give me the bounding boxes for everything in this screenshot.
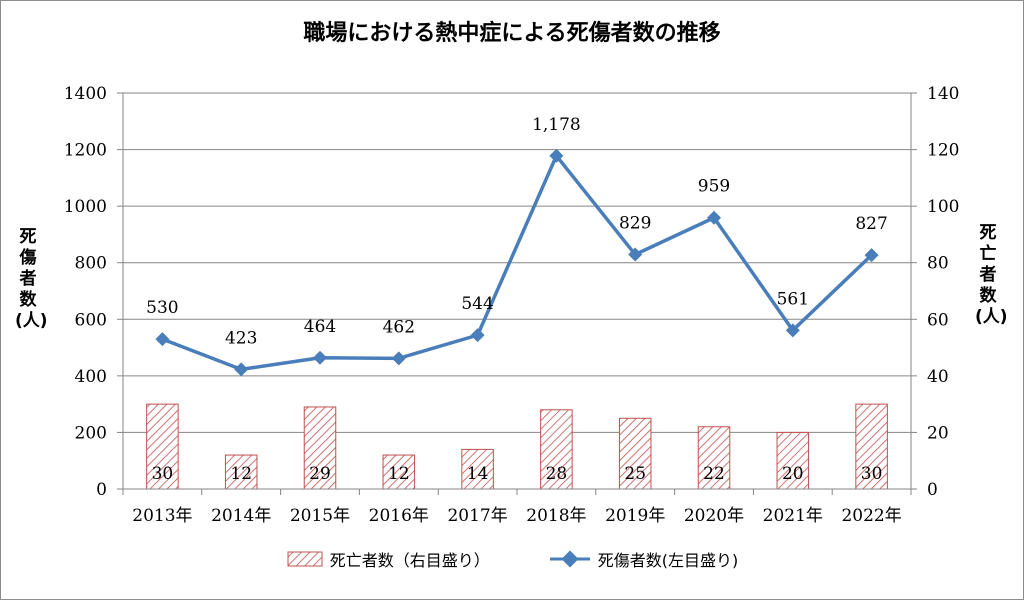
bar-data-label: 12 xyxy=(388,464,410,484)
bar-data-label: 12 xyxy=(230,464,252,484)
x-tick-label: 2022年 xyxy=(841,506,901,526)
legend-swatch-line xyxy=(549,550,590,568)
y-tick-label-left: 800 xyxy=(75,254,107,274)
line-point xyxy=(155,332,170,347)
x-tick-label: 2015年 xyxy=(290,506,350,526)
line-point xyxy=(313,350,327,365)
line-data-label: 561 xyxy=(777,289,809,309)
y-tick-label-left: 1200 xyxy=(64,141,107,161)
x-tick-label: 2014年 xyxy=(211,506,271,526)
y-tick-label-left: 200 xyxy=(75,423,107,443)
line-point xyxy=(864,248,879,263)
x-tick-label: 2017年 xyxy=(447,506,507,526)
y-tick-label-right: 20 xyxy=(927,423,949,443)
bar-data-label: 28 xyxy=(546,464,568,484)
bar-deaths xyxy=(697,426,731,490)
y-tick-label-left: 0 xyxy=(96,480,107,500)
chart-title: 職場における熱中症による死傷者数の推移 xyxy=(303,20,721,46)
line-data-label: 1,178 xyxy=(532,115,581,135)
bar-data-label: 14 xyxy=(467,464,489,484)
y-axis-label-left: 死傷者数(人) xyxy=(15,227,48,331)
x-tick-label: 2013年 xyxy=(132,506,192,526)
y-tick-label-right: 140 xyxy=(927,84,959,104)
legend-swatch-bar xyxy=(287,551,323,567)
line-point xyxy=(470,328,485,343)
line-data-label: 829 xyxy=(619,214,651,234)
y-tick-label-left: 1000 xyxy=(64,197,107,217)
bar-deaths xyxy=(776,431,810,490)
bar-deaths xyxy=(618,417,652,490)
line-data-label: 462 xyxy=(383,317,415,337)
x-tick-label: 2020年 xyxy=(684,506,744,526)
legend-item-deaths: 死亡者数（右目盛り） xyxy=(286,547,490,571)
x-tick-label: 2021年 xyxy=(763,506,823,526)
x-tick-label: 2019年 xyxy=(605,506,665,526)
bar-deaths xyxy=(382,454,416,490)
line-point xyxy=(785,323,800,338)
line-data-label: 959 xyxy=(698,177,730,197)
y-tick-label-right: 120 xyxy=(927,141,959,161)
y-tick-label-right: 100 xyxy=(927,197,959,217)
bar-data-label: 30 xyxy=(152,464,174,484)
line-point xyxy=(628,247,643,262)
bar-deaths xyxy=(303,406,337,490)
y-tick-label-left: 400 xyxy=(75,367,107,387)
line-data-label: 464 xyxy=(304,317,336,337)
x-tick-label: 2018年 xyxy=(526,506,586,526)
line-point xyxy=(234,362,249,377)
x-tick-label: 2016年 xyxy=(369,506,429,526)
line-casualties xyxy=(161,154,873,372)
bar-deaths xyxy=(146,403,179,490)
line-point xyxy=(549,148,564,163)
legend: 死亡者数（右目盛り） 死傷者数(左目盛り) xyxy=(1,547,1023,571)
y-tick-label-left: 1400 xyxy=(64,84,107,104)
line-point xyxy=(707,210,721,225)
line-data-label: 423 xyxy=(225,328,257,348)
bar-deaths xyxy=(461,448,494,490)
y-axis-label-right: 死亡者数(人) xyxy=(975,223,1008,327)
bar-data-label: 22 xyxy=(703,464,725,484)
line-data-label: 544 xyxy=(461,294,493,314)
bar-data-label: 20 xyxy=(782,464,804,484)
legend-label-casualties: 死傷者数(左目盛り) xyxy=(597,551,739,570)
line-data-label: 530 xyxy=(146,298,178,318)
legend-item-casualties: 死傷者数(左目盛り) xyxy=(548,547,739,571)
y-tick-label-right: 40 xyxy=(927,367,949,387)
y-tick-label-right: 0 xyxy=(927,480,938,500)
bar-deaths xyxy=(224,454,258,490)
y-tick-label-right: 60 xyxy=(927,310,949,330)
y-tick-label-right: 80 xyxy=(927,254,949,274)
legend-label-deaths: 死亡者数（右目盛り） xyxy=(329,551,490,570)
bar-deaths xyxy=(540,409,573,490)
line-data-label: 827 xyxy=(855,214,887,234)
bar-data-label: 25 xyxy=(624,464,646,484)
bar-data-label: 30 xyxy=(861,464,883,484)
line-point xyxy=(391,351,406,366)
bar-deaths xyxy=(855,403,888,490)
y-tick-label-left: 600 xyxy=(75,310,107,330)
bar-data-label: 29 xyxy=(309,464,331,484)
